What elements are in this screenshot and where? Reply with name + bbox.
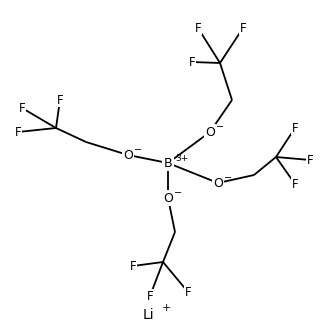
Text: −: − bbox=[174, 188, 182, 198]
Text: O: O bbox=[163, 191, 173, 204]
Text: B: B bbox=[164, 157, 172, 169]
Text: F: F bbox=[19, 102, 25, 115]
Text: O: O bbox=[205, 126, 215, 139]
Text: F: F bbox=[195, 21, 201, 34]
Text: F: F bbox=[57, 94, 63, 107]
Text: F: F bbox=[15, 126, 21, 139]
Text: F: F bbox=[307, 154, 313, 167]
Text: F: F bbox=[147, 290, 153, 303]
Text: 3+: 3+ bbox=[175, 154, 188, 163]
Text: −: − bbox=[216, 122, 224, 132]
Text: F: F bbox=[292, 177, 298, 190]
Text: +: + bbox=[162, 303, 171, 313]
Text: F: F bbox=[292, 122, 298, 135]
Text: −: − bbox=[134, 145, 142, 155]
Text: F: F bbox=[189, 55, 195, 68]
Text: Li: Li bbox=[142, 308, 154, 322]
Text: F: F bbox=[240, 21, 246, 34]
Text: −: − bbox=[224, 173, 232, 183]
Text: O: O bbox=[123, 149, 133, 162]
Text: F: F bbox=[185, 286, 191, 299]
Text: O: O bbox=[213, 176, 223, 189]
Text: F: F bbox=[130, 260, 136, 273]
